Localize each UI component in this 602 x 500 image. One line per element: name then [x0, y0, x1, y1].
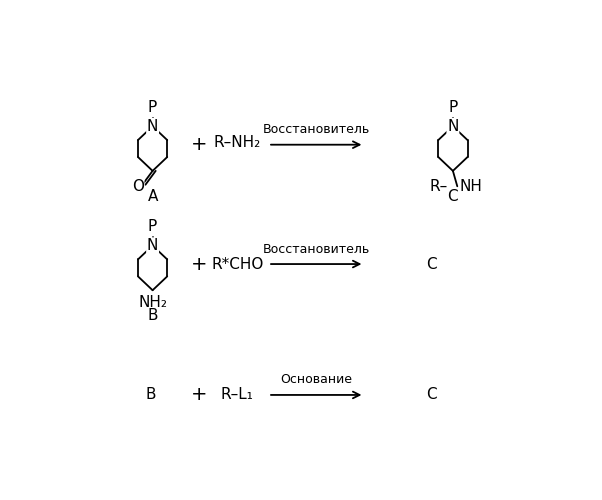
Text: R–: R–	[429, 179, 448, 194]
Text: Восстановитель: Восстановитель	[262, 123, 370, 136]
Text: +: +	[191, 135, 207, 154]
Text: C: C	[426, 256, 437, 272]
Text: O: O	[132, 179, 144, 194]
Text: P: P	[148, 219, 157, 234]
Text: N: N	[147, 238, 158, 253]
Text: P: P	[448, 100, 458, 114]
Text: NH₂: NH₂	[138, 295, 167, 310]
Text: R–L₁: R–L₁	[221, 388, 253, 402]
Text: +: +	[191, 254, 207, 274]
Text: P: P	[148, 100, 157, 114]
Text: C: C	[426, 388, 437, 402]
Text: N: N	[447, 118, 459, 134]
Text: R–NH₂: R–NH₂	[214, 136, 261, 150]
Text: B: B	[146, 388, 156, 402]
Text: +: +	[191, 386, 207, 404]
Text: NH: NH	[459, 179, 482, 194]
Text: Основание: Основание	[280, 374, 352, 386]
Text: C: C	[448, 189, 458, 204]
Text: A: A	[147, 189, 158, 204]
Text: Восстановитель: Восстановитель	[262, 242, 370, 256]
Text: N: N	[147, 118, 158, 134]
Text: B: B	[147, 308, 158, 324]
Text: R*CHO: R*CHO	[211, 256, 264, 272]
